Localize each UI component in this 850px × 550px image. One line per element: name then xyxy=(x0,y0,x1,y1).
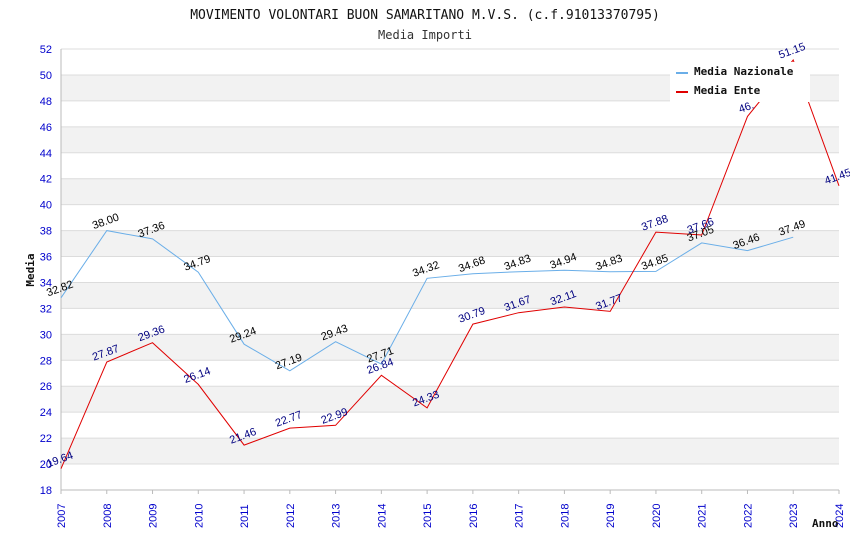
x-tick-label: 2022 xyxy=(742,504,754,528)
y-tick-label: 38 xyxy=(40,226,52,238)
chart-title: MOVIMENTO VOLONTARI BUON SAMARITANO M.V.… xyxy=(190,8,660,23)
y-tick-label: 28 xyxy=(40,355,52,367)
x-tick-label: 2024 xyxy=(834,504,846,528)
y-tick-label: 34 xyxy=(40,277,52,289)
x-tick-label: 2018 xyxy=(559,504,571,528)
data-label: 51.15 xyxy=(777,41,807,62)
y-tick-label: 46 xyxy=(40,122,52,134)
grid-bands xyxy=(61,74,839,465)
x-tick-label: 2011 xyxy=(239,504,251,528)
y-tick-label: 40 xyxy=(40,200,52,212)
data-label: 34.68 xyxy=(457,254,487,275)
y-tick-label: 18 xyxy=(40,485,52,497)
series-lines xyxy=(60,58,840,469)
y-tick-label: 24 xyxy=(40,407,52,419)
grid-band xyxy=(61,126,839,153)
y-tick-label: 30 xyxy=(40,329,52,341)
x-tick-label: 2012 xyxy=(285,504,297,528)
legend-label-media-nazionale: Media Nazionale xyxy=(694,65,794,78)
x-tick-label: 2013 xyxy=(331,504,343,528)
grid-band xyxy=(61,282,839,309)
series-line-1 xyxy=(60,58,840,469)
data-label: 38.00 xyxy=(91,211,121,232)
data-label: 46. xyxy=(737,99,755,116)
y-tick-label: 36 xyxy=(40,252,52,264)
y-tick-label: 50 xyxy=(40,70,52,82)
axes: 1820222426283032343638404244464850522007… xyxy=(40,44,846,528)
y-tick-label: 48 xyxy=(40,96,52,108)
x-tick-label: 2015 xyxy=(422,504,434,528)
x-tick-label: 2010 xyxy=(193,504,205,528)
y-tick-label: 20 xyxy=(40,459,52,471)
x-axis-label: Anno xyxy=(812,517,839,530)
y-tick-label: 26 xyxy=(40,381,52,393)
x-tick-label: 2009 xyxy=(148,504,160,528)
y-tick-label: 44 xyxy=(40,148,52,160)
legend-box xyxy=(670,62,810,102)
y-tick-label: 42 xyxy=(40,174,52,186)
data-label: 19.64 xyxy=(45,450,75,471)
grid-band xyxy=(61,230,839,257)
y-tick-label: 22 xyxy=(40,433,52,445)
chart-subtitle: Media Importi xyxy=(378,28,472,42)
y-tick-label: 52 xyxy=(40,44,52,56)
legend-label-media-ente: Media Ente xyxy=(694,84,761,97)
x-tick-label: 2021 xyxy=(697,504,709,528)
x-tick-label: 2023 xyxy=(788,504,800,528)
x-tick-label: 2020 xyxy=(651,504,663,528)
grid-band xyxy=(61,438,839,465)
x-tick-label: 2007 xyxy=(56,504,68,528)
grid-band xyxy=(61,386,839,413)
x-tick-label: 2008 xyxy=(102,504,114,528)
y-tick-label: 32 xyxy=(40,303,52,315)
legend: Media Nazionale Media Ente xyxy=(670,62,810,102)
data-label: 34.32 xyxy=(411,259,441,280)
grid-lines xyxy=(61,48,839,491)
x-tick-label: 2019 xyxy=(605,504,617,528)
x-tick-label: 2014 xyxy=(376,504,388,528)
grid-band xyxy=(61,178,839,205)
series-line-0 xyxy=(60,230,794,372)
x-tick-label: 2016 xyxy=(468,504,480,528)
grid-band xyxy=(61,334,839,361)
y-axis-label: Media xyxy=(24,253,37,286)
x-tick-label: 2017 xyxy=(514,504,526,528)
